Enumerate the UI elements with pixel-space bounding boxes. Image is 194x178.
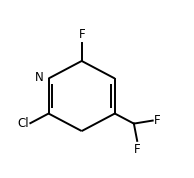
Text: Cl: Cl — [18, 117, 29, 130]
Text: F: F — [78, 28, 85, 41]
Text: F: F — [134, 143, 140, 156]
Text: F: F — [154, 114, 161, 127]
Text: N: N — [35, 71, 44, 84]
